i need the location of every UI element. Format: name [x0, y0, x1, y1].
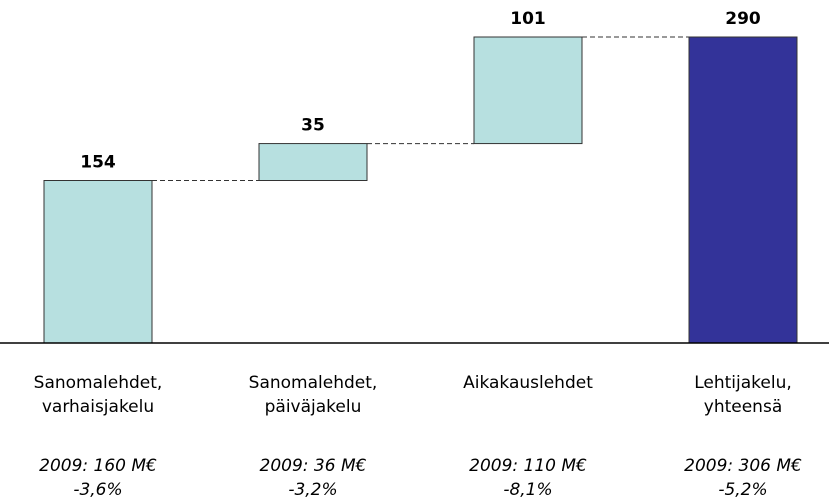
category-label: päiväjakelu [265, 397, 362, 417]
category-label: Lehtijakelu, [694, 373, 792, 393]
value-label: 290 [725, 9, 761, 29]
note-label: 2009: 110 M€ [469, 456, 587, 476]
value-label: 35 [301, 116, 325, 136]
category-label: Sanomalehdet, [249, 373, 378, 393]
category-label: Aikakauslehdet [463, 373, 593, 393]
note-label: 2009: 160 M€ [39, 456, 157, 476]
bar [473, 36, 583, 145]
value-label: 154 [80, 153, 116, 173]
note-label: -3,2% [288, 480, 337, 500]
category-label: Sanomalehdet, [34, 373, 163, 393]
category-label: yhteensä [704, 397, 782, 417]
bar [258, 143, 368, 182]
note-label: -3,6% [73, 480, 122, 500]
note-label: -8,1% [503, 480, 552, 500]
note-label: 2009: 306 M€ [684, 456, 802, 476]
category-label: varhaisjakelu [42, 397, 154, 417]
note-label: 2009: 36 M€ [260, 456, 367, 476]
bar [43, 180, 153, 344]
bar [688, 36, 798, 344]
note-label: -5,2% [718, 480, 767, 500]
value-label: 101 [510, 9, 546, 29]
